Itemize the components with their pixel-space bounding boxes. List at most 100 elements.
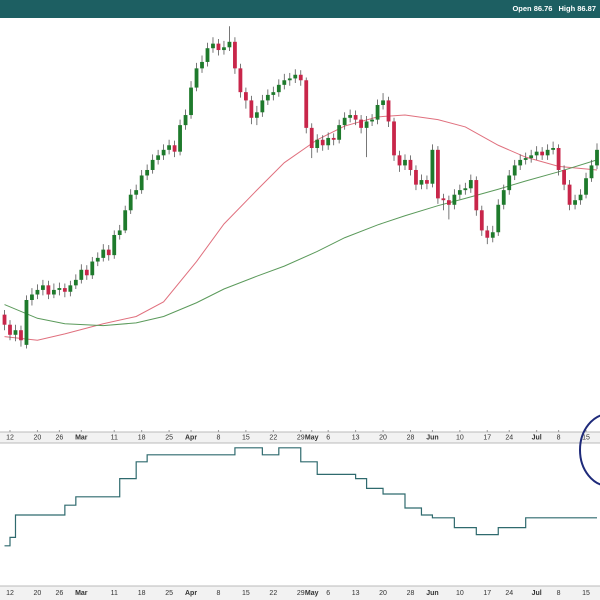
candle-body [589,165,594,179]
candle-body [227,41,232,48]
x-tick-label: 8 [217,434,221,441]
x-tick-label: 18 [138,590,146,597]
candle-body [183,115,188,126]
x-tick-label: 22 [269,434,277,441]
candle-body [342,117,347,126]
candle-body [95,257,100,262]
x-tick-label: 28 [407,590,415,597]
candle-body [46,285,51,295]
candle-body [194,68,199,88]
candle-body [128,194,133,211]
x-tick-label: 15 [582,590,590,597]
candle-body [446,200,451,205]
candle-body [172,145,177,152]
candle-body [381,100,385,105]
candle-body [304,80,309,128]
x-tick-label: 20 [379,434,387,441]
candle-body [123,210,128,231]
x-tick-label: 15 [242,590,250,597]
x-tick-label: 17 [483,590,491,597]
candle-body [216,43,221,51]
candle-body [8,324,12,335]
x-tick-label: 24 [505,590,513,597]
candle-body [545,149,550,156]
indicator-line [4,447,598,547]
x-tick-label: 8 [557,590,561,597]
x-tick-label: Mar [75,434,88,441]
x-tick-label: 11 [111,590,118,597]
candle-body [161,149,166,156]
candle-body [24,299,29,345]
x-tick-label: 26 [55,434,63,441]
candle-body [595,149,599,166]
candle-body [403,159,407,166]
candle-body [134,190,139,195]
candle-body [265,94,270,101]
x-tick-label: 24 [505,434,513,441]
candle-body [540,151,545,156]
candle-body [35,289,40,295]
x-tick-label: 13 [352,590,360,597]
highlight-circle [579,414,600,486]
candle-body [578,194,583,201]
candle-body [468,180,473,189]
candle-body [260,100,265,113]
candle-body [518,159,523,166]
x-tick-label: Apr [185,590,197,597]
candle-body [331,137,336,140]
x-tick-label: 20 [34,590,42,597]
x-tick-label: Mar [75,590,88,597]
x-tick-label: 25 [165,434,173,441]
candle-body [512,165,517,176]
candle-body [529,155,534,159]
moving-average-line [4,159,598,327]
x-tick-label: 20 [379,590,387,597]
candle-body [101,249,106,258]
candle-body [233,41,237,69]
candle-body [68,285,73,292]
x-tick-label: 29 [297,590,305,597]
x-axis-band [0,432,600,443]
candle-body [205,48,210,62]
candle-body [41,285,45,290]
candle-body [254,112,259,118]
candle-body [463,188,468,191]
x-tick-label: 26 [55,590,63,597]
candle-body [337,125,342,140]
x-axis-band [0,586,600,600]
candle-body [150,159,155,170]
x-tick-label: 18 [138,434,146,441]
x-tick-label: 28 [407,434,415,441]
candle-body [386,100,391,122]
candle-body [419,180,424,185]
candle-body [326,137,331,146]
candle-body [73,279,78,286]
candle-body [507,175,512,191]
x-tick-label: 12 [6,434,14,441]
x-tick-label: 13 [352,434,360,441]
candle-body [452,194,457,205]
candle-body [584,178,588,195]
header-text: High 86.87 [558,4,596,13]
x-tick-label: 20 [34,434,42,441]
candle-body [309,127,314,149]
candle-body [490,232,495,238]
x-tick-label: May [305,434,319,441]
candle-body [364,121,369,128]
candle-body [408,159,413,170]
header-bar [0,0,600,18]
x-tick-label: Jun [426,434,438,441]
candle-body [562,169,566,185]
candle-body [238,68,243,93]
candle-body [178,125,182,152]
candle-body [315,139,320,149]
candle-body [287,78,292,81]
candle-body [496,204,501,233]
x-tick-label: 8 [557,434,561,441]
candle-body [293,74,298,79]
candle-body [414,169,418,185]
x-tick-label: Jul [532,590,542,597]
x-tick-label: Jul [532,434,542,441]
